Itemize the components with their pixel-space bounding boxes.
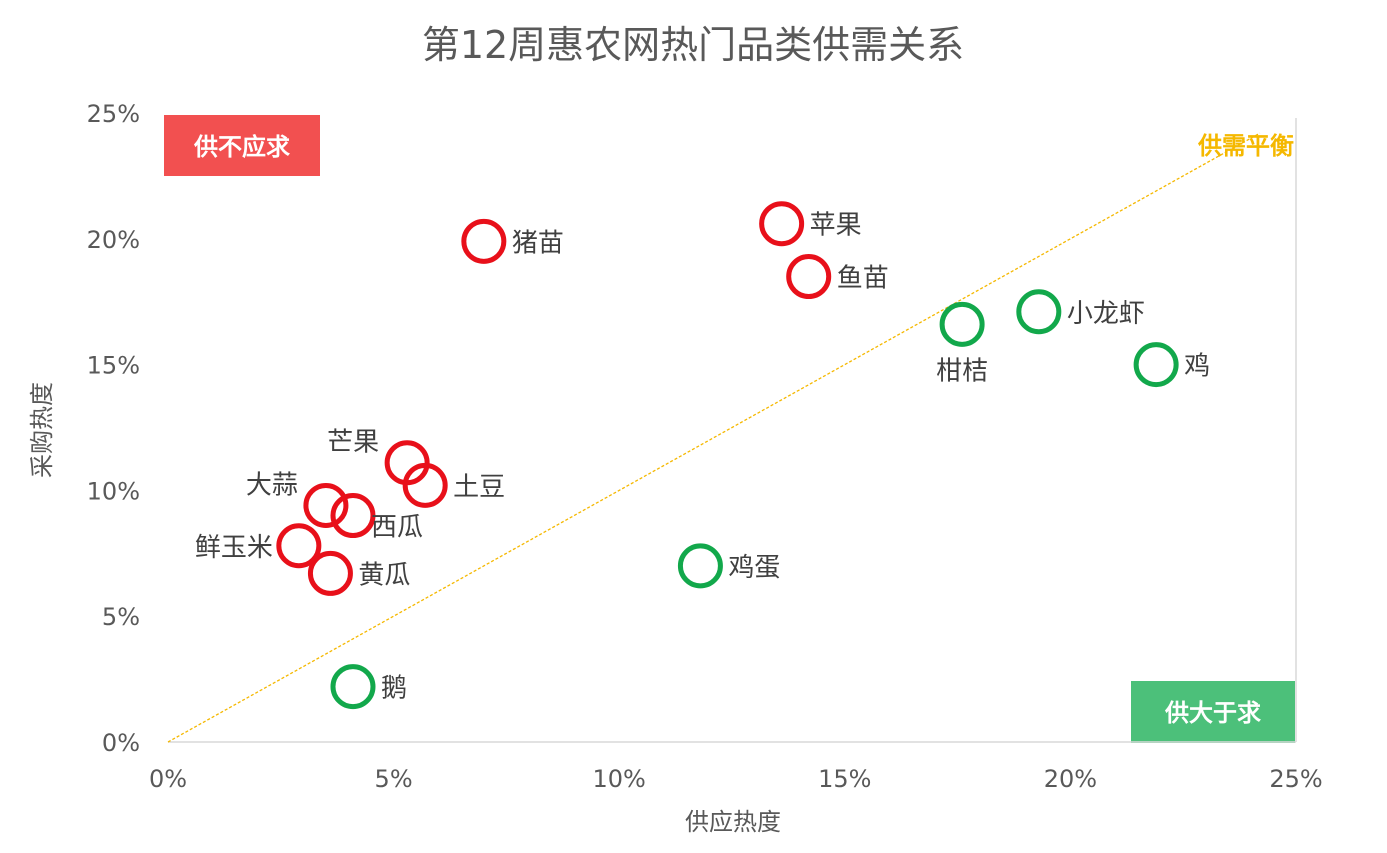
chart-title: 第12周惠农网热门品类供需关系: [422, 23, 964, 67]
y-tick-label: 0%: [102, 729, 140, 757]
y-tick-label: 5%: [102, 603, 140, 631]
data-point-label: 苹果: [810, 211, 862, 241]
data-point: [402, 462, 448, 508]
data-point-label: 鲜玉米: [195, 533, 273, 563]
supply-exceeds-demand-badge: [1131, 681, 1295, 743]
data-point-label: 鱼苗: [837, 264, 889, 294]
data-point-label: 黄瓜: [358, 560, 410, 590]
demand-exceeds-supply-badge: [164, 115, 320, 176]
data-point-label: 鸡蛋: [728, 553, 780, 583]
y-tick-label: 25%: [87, 100, 140, 128]
data-point: [677, 543, 723, 589]
y-axis-title: 采购热度: [28, 382, 56, 478]
x-tick-label: 0%: [149, 765, 187, 793]
y-tick-label: 10%: [87, 477, 140, 505]
data-point: [330, 664, 376, 710]
x-tick-label: 5%: [375, 765, 413, 793]
data-point: [759, 201, 805, 247]
data-point-label: 鸡: [1184, 352, 1210, 382]
data-point: [303, 482, 349, 528]
data-point: [307, 550, 353, 596]
y-tick-label: 15%: [87, 352, 140, 380]
data-point: [1016, 289, 1062, 335]
data-point-label: 芒果: [327, 428, 379, 458]
x-tick-label: 25%: [1269, 765, 1322, 793]
data-point-label: 小龙虾: [1067, 299, 1145, 329]
balance-line: [167, 132, 1261, 743]
data-point-label: 鹅: [381, 674, 407, 704]
data-point-label: 西瓜: [371, 513, 423, 543]
data-point-label: 大蒜: [246, 470, 298, 500]
data-point: [939, 301, 985, 347]
demand-exceeds-supply-label: 供不应求: [193, 133, 290, 161]
data-point-label: 猪苗: [512, 228, 564, 258]
balance-line-label: 供需平衡: [1197, 132, 1294, 160]
data-point: [461, 218, 507, 264]
x-tick-label: 10%: [593, 765, 646, 793]
data-point: [786, 254, 832, 300]
data-point-label: 土豆: [453, 472, 505, 502]
data-point: [276, 523, 322, 569]
x-axis-title: 供应热度: [685, 808, 781, 836]
y-tick-label: 20%: [87, 226, 140, 254]
x-tick-label: 20%: [1044, 765, 1097, 793]
data-point: [330, 493, 376, 539]
supply-exceeds-demand-label: 供大于求: [1164, 699, 1261, 727]
data-point-label: 柑桔: [936, 356, 988, 386]
x-tick-label: 15%: [818, 765, 871, 793]
data-point: [1133, 342, 1179, 388]
